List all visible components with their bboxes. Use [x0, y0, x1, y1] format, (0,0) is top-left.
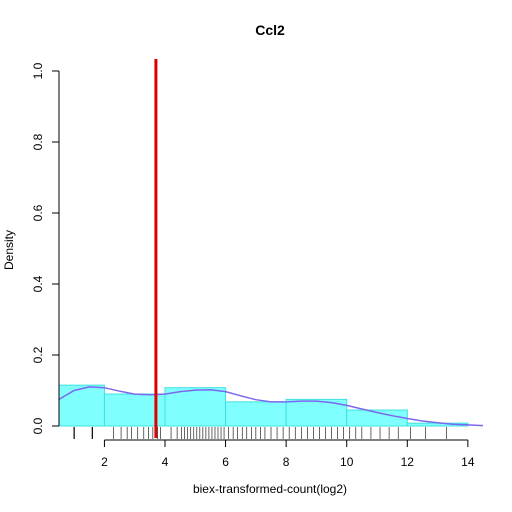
- chart-title: Ccl2: [255, 22, 285, 38]
- y-axis-label: Density: [2, 230, 16, 270]
- x-tick-label: 6: [222, 455, 229, 469]
- x-axis: 2 4 6 8 10 12 14: [101, 440, 475, 469]
- x-tick-label: 4: [162, 455, 169, 469]
- x-tick-label: 8: [283, 455, 290, 469]
- x-axis-label: biex-transformed-count(log2): [193, 482, 347, 496]
- y-axis: 0.0 0.2 0.4 0.6 0.8 1.0: [31, 62, 59, 434]
- x-tick-label: 12: [401, 455, 415, 469]
- y-tick-label: 0.8: [31, 133, 45, 150]
- y-tick-label: 0.6: [31, 204, 45, 221]
- x-tick-label: 10: [340, 455, 354, 469]
- x-tick-label: 2: [101, 455, 108, 469]
- x-tick-label: 14: [461, 455, 475, 469]
- histogram-bar-0: [59, 385, 104, 426]
- y-tick-label: 0.2: [31, 346, 45, 363]
- y-tick-label: 0.4: [31, 275, 45, 292]
- histogram-bar-3: [226, 402, 287, 426]
- y-tick-label: 0.0: [31, 417, 45, 434]
- rug-marks: [74, 427, 447, 439]
- histogram-bar-2: [165, 388, 226, 426]
- y-tick-label: 1.0: [31, 62, 45, 79]
